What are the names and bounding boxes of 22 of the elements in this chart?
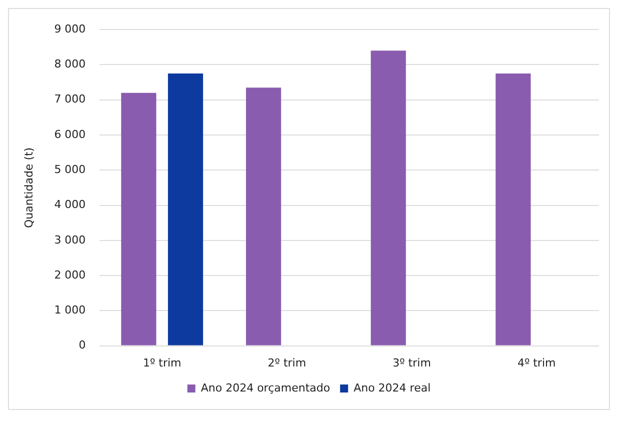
legend-label: Ano 2024 orçamentado — [200, 381, 330, 394]
bar — [168, 74, 204, 346]
bar — [121, 92, 156, 346]
y-tick-label: 9 000 — [54, 22, 86, 36]
y-axis-title: Quantidade (t) — [22, 147, 36, 228]
x-tick-label: 3º trim — [392, 356, 431, 370]
y-tick-label: 3 000 — [54, 233, 86, 246]
y-tick-label: 8 000 — [54, 58, 86, 71]
legend-label: Ano 2024 real — [354, 381, 431, 394]
bar — [496, 74, 531, 346]
bar — [246, 88, 282, 346]
y-tick-label: 1 000 — [54, 304, 86, 317]
bar — [370, 50, 406, 346]
x-tick-label: 2º trim — [268, 356, 306, 370]
x-tick-label: 4º trim — [517, 356, 556, 370]
y-tick-label: 4 000 — [54, 198, 86, 212]
y-tick-label: 2 000 — [54, 268, 86, 282]
y-tick-label: 7 000 — [54, 92, 86, 106]
y-tick-label: 6 000 — [54, 128, 86, 141]
x-tick-label: 1º trim — [142, 356, 182, 370]
y-tick-label: 5 000 — [54, 162, 86, 176]
y-tick-label: 0 — [78, 338, 86, 352]
